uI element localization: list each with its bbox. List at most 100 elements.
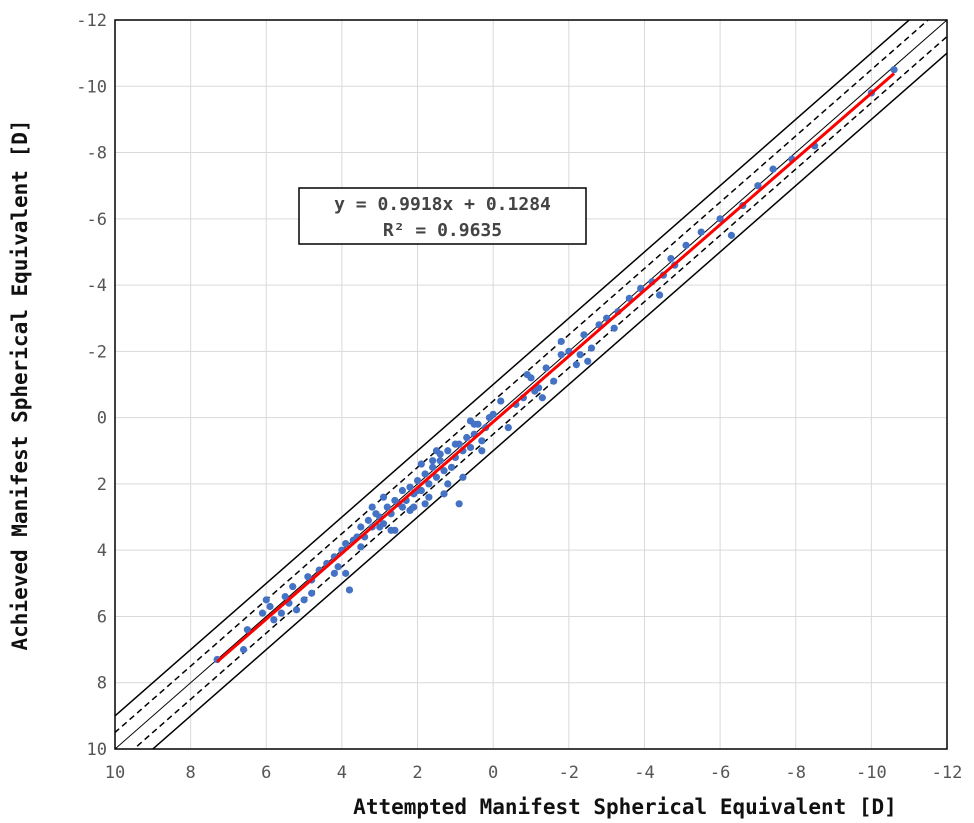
data-point [557,351,565,359]
data-point [364,516,372,524]
plot-border [114,19,948,750]
data-point [587,344,596,352]
data-point [383,503,391,511]
data-point [342,539,350,548]
reference-line-solid [151,52,947,749]
data-point [440,490,448,498]
data-point [716,215,724,223]
data-point [584,357,592,365]
data-point [330,569,338,577]
y-tick-label: -4 [87,276,107,296]
data-point [436,457,444,465]
y-tick-label: -8 [87,144,107,164]
data-point [417,460,425,468]
y-tick-label: -6 [87,210,107,230]
data-point [262,596,270,604]
data-point [289,583,297,591]
data-point [572,361,580,369]
data-point [429,457,437,465]
data-point [342,569,350,577]
reference-line-dashed [132,35,947,749]
y-tick-label: 8 [97,674,107,694]
data-point [444,480,452,488]
data-point [379,493,388,501]
data-point [504,423,512,432]
x-tick-label: 6 [261,763,271,783]
data-point [538,394,546,402]
y-axis-title: Achieved Manifest Spherical Equivalent [… [8,119,32,650]
x-tick-label: 8 [186,763,196,783]
y-tick-label: 10 [87,740,107,760]
data-point [478,437,486,445]
data-point [421,470,429,478]
data-point [300,596,308,604]
data-point [557,337,565,346]
data-point [523,370,531,379]
data-point [769,165,777,173]
data-point [610,324,618,332]
data-point [387,526,395,534]
r-squared-text: R² = 0.9635 [383,220,502,241]
data-point [497,397,505,405]
x-tick-label: -8 [785,763,805,783]
data-point [890,66,898,74]
data-point [576,351,584,359]
data-point [413,476,422,485]
data-point [451,440,459,448]
data-point [376,523,384,531]
x-tick-label: -10 [856,763,887,783]
data-point [432,447,441,455]
data-point [667,254,675,263]
reference-line-dashed [115,20,930,734]
y-tick-label: 4 [97,541,107,561]
data-point [463,433,471,442]
data-point [270,616,278,624]
data-point [266,602,274,611]
data-point [455,500,463,508]
data-point [444,447,452,455]
y-tick-label: 2 [97,475,107,495]
y-tick-label: -10 [76,77,107,97]
x-tick-label: 0 [488,763,498,783]
equation-text: y = 0.9918x + 0.1284 [334,194,551,215]
reference-line-solid [115,20,911,717]
data-point [425,480,433,488]
x-tick-label: -12 [932,763,963,783]
data-point [421,500,429,508]
data-point [697,228,705,236]
data-point [398,486,407,495]
data-point [281,592,289,601]
data-point [357,543,365,551]
data-point [727,231,736,239]
data-point [531,387,539,395]
equation-box: y = 0.9918x + 0.1284 R² = 0.9635 [298,187,587,245]
data-point [489,410,497,418]
data-point [655,291,664,299]
y-tick-label: -2 [87,342,107,362]
x-tick-label: -6 [710,763,730,783]
gridlines [114,19,948,750]
data-point [470,420,478,428]
data-point [478,447,486,455]
data-point [410,503,418,511]
data-point [398,503,407,511]
data-point [754,182,762,190]
data-point [239,645,248,654]
data-point [368,503,376,511]
data-point [440,467,448,475]
reference-lines [115,20,947,749]
data-point [357,523,365,531]
x-tick-label: 4 [337,763,347,783]
data-point [429,463,437,471]
x-tick-label: 2 [412,763,422,783]
data-point [682,241,690,249]
data-point [580,331,588,339]
y-tick-label: 0 [97,409,107,429]
data-point [308,589,316,597]
x-tick-label: 10 [105,763,125,783]
data-point [425,493,433,501]
data-point [447,463,456,471]
data-point [258,609,267,617]
data-point [243,626,251,634]
